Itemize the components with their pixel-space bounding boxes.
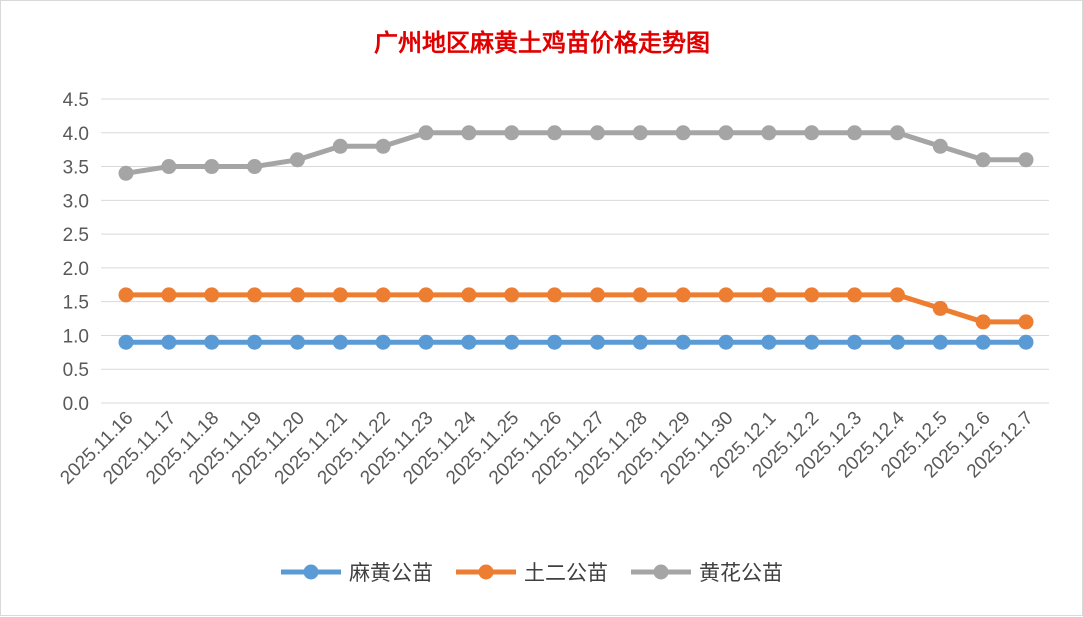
y-tick-label: 0.5 [63, 360, 89, 381]
data-point [675, 287, 691, 303]
data-point [289, 152, 305, 168]
data-point [932, 300, 948, 316]
data-point [761, 287, 777, 303]
data-point [247, 159, 263, 175]
y-tick-label: 1.0 [63, 326, 89, 347]
data-point [504, 125, 520, 141]
data-point [504, 287, 520, 303]
series-1 [118, 334, 1034, 350]
data-point [375, 334, 391, 350]
data-point [932, 138, 948, 154]
data-point [461, 287, 477, 303]
data-point [547, 334, 563, 350]
y-tick-label: 0.0 [63, 394, 89, 415]
legend: 麻黄公苗 土二公苗 黄花公苗 [281, 561, 783, 585]
y-tick-label: 1.5 [63, 293, 89, 314]
data-point [204, 159, 220, 175]
data-point [804, 287, 820, 303]
data-point [675, 334, 691, 350]
data-point [632, 334, 648, 350]
data-point [247, 287, 263, 303]
y-tick-label: 2.0 [63, 259, 89, 280]
data-point [847, 287, 863, 303]
data-point [375, 138, 391, 154]
data-point [289, 287, 305, 303]
data-point [975, 152, 991, 168]
data-point [332, 287, 348, 303]
data-point [718, 125, 734, 141]
legend-item-2: 土二公苗 [456, 561, 608, 585]
data-point [718, 334, 734, 350]
y-tick-label: 2.5 [63, 225, 89, 246]
data-point [889, 334, 905, 350]
data-point [118, 334, 134, 350]
series-3 [118, 125, 1034, 181]
y-tick-label: 3.5 [63, 158, 89, 179]
chart-title: 广州地区麻黄土鸡苗价格走势图 [374, 28, 710, 57]
data-point [547, 287, 563, 303]
data-point [632, 287, 648, 303]
data-point [504, 334, 520, 350]
data-point [204, 287, 220, 303]
data-point [418, 334, 434, 350]
data-point [847, 334, 863, 350]
data-point [161, 159, 177, 175]
data-point [118, 165, 134, 181]
data-point [675, 125, 691, 141]
data-point [161, 287, 177, 303]
x-axis-ticks: 2025.11.162025.11.172025.11.182025.11.19… [56, 407, 1037, 488]
data-point [332, 334, 348, 350]
data-point [589, 287, 605, 303]
legend-label: 土二公苗 [524, 561, 608, 585]
data-point [932, 334, 948, 350]
y-tick-label: 4.5 [63, 90, 89, 111]
data-point [461, 125, 477, 141]
data-point [204, 334, 220, 350]
data-point [375, 287, 391, 303]
series-group [118, 125, 1034, 350]
data-point [289, 334, 305, 350]
y-axis-ticks: 0.0 0.5 1.0 1.5 2.0 2.5 3.0 3.5 4.0 4.5 [63, 90, 89, 415]
data-point [847, 125, 863, 141]
legend-swatch-marker [653, 564, 669, 580]
legend-swatch-marker [303, 564, 319, 580]
data-point [804, 125, 820, 141]
data-point [804, 334, 820, 350]
data-point [761, 334, 777, 350]
legend-swatch-marker [478, 564, 494, 580]
series-line [125, 130, 1026, 176]
data-point [418, 287, 434, 303]
data-point [332, 138, 348, 154]
data-point [461, 334, 477, 350]
data-point [1018, 314, 1034, 330]
data-point [718, 287, 734, 303]
legend-item-1: 麻黄公苗 [281, 561, 433, 585]
series-line [126, 292, 1026, 325]
y-tick-label: 4.0 [63, 124, 89, 145]
data-point [632, 125, 648, 141]
data-point [589, 334, 605, 350]
data-point [761, 125, 777, 141]
data-point [975, 314, 991, 330]
data-point [247, 334, 263, 350]
data-point [1018, 152, 1034, 168]
y-tick-label: 3.0 [63, 191, 89, 212]
data-point [547, 125, 563, 141]
series-2 [118, 287, 1034, 330]
legend-label: 黄花公苗 [699, 561, 783, 585]
legend-item-3: 黄花公苗 [631, 561, 783, 585]
data-point [1018, 334, 1034, 350]
data-point [418, 125, 434, 141]
data-point [889, 125, 905, 141]
data-point [118, 287, 134, 303]
data-point [889, 287, 905, 303]
data-point [589, 125, 605, 141]
data-point [161, 334, 177, 350]
legend-label: 麻黄公苗 [349, 561, 433, 585]
data-point [975, 334, 991, 350]
gridlines [101, 98, 1049, 404]
